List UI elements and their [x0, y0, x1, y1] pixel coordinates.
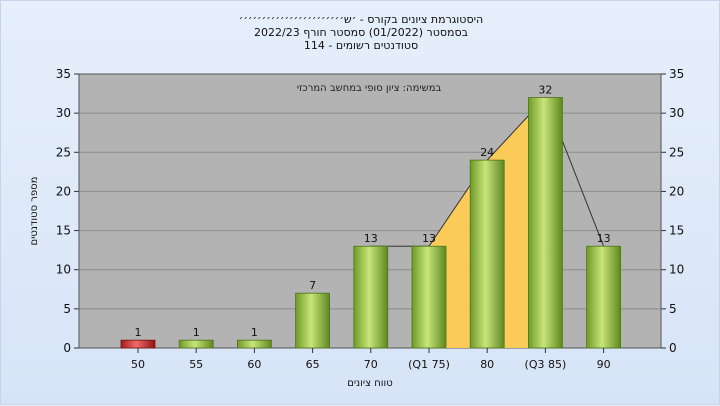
y-tick-label-right: 0 [669, 341, 677, 355]
x-tick-label: 50 [131, 358, 145, 371]
bar-value-label: 7 [309, 279, 316, 292]
bar-65 [295, 292, 331, 349]
y-tick-label-right: 10 [669, 263, 684, 277]
bar-Q175 [411, 245, 447, 349]
bar-70 [353, 245, 389, 349]
bars-group [120, 97, 621, 349]
bar-value-labels: 1 1 1 7 13 13 24 32 13 [135, 83, 611, 339]
x-tick-label: 90 [597, 358, 611, 371]
y-tick-label-left: 15 [56, 224, 71, 238]
x-tick-label: (Q1 75) [408, 358, 450, 371]
bar-60 [236, 339, 272, 349]
y-tick-label-right: 20 [669, 184, 684, 198]
bar-value-label: 1 [251, 326, 258, 339]
y-tick-label-right: 25 [669, 145, 684, 159]
y-tick-label-right: 35 [669, 67, 684, 81]
y-tick-label-right: 15 [669, 224, 684, 238]
bar-value-label: 32 [538, 83, 552, 96]
y-axis-left: 0 5 10 15 20 25 30 35 [56, 67, 79, 355]
bar-value-label: 24 [480, 146, 494, 159]
x-tick-label: 80 [480, 358, 494, 371]
chart-subtitle: בסמסטר (01/2022) סמסטר חורף 2022/23 [254, 26, 468, 39]
x-tick-label: (Q3 85) [525, 358, 567, 371]
y-tick-label-left: 20 [56, 184, 71, 198]
bar-value-label: 1 [135, 326, 142, 339]
y-tick-label-left: 30 [56, 106, 71, 120]
y-tick-label-right: 5 [669, 302, 677, 316]
y-tick-label-left: 25 [56, 145, 71, 159]
x-axis-ticks: 50 55 60 65 70 (Q1 75) 80 (Q3 85) 90 [131, 348, 611, 371]
x-tick-label: 65 [306, 358, 320, 371]
y-tick-label-left: 0 [63, 341, 71, 355]
bar-50 [120, 339, 156, 349]
bar-55 [178, 339, 214, 349]
y-tick-label-left: 5 [63, 302, 71, 316]
x-axis-label: טווח ציונים [347, 378, 392, 389]
bar-Q385 [528, 97, 563, 349]
y-tick-label-left: 10 [56, 263, 71, 277]
x-tick-label: 55 [189, 358, 203, 371]
annotation-label: במשימה: ציון סופי במחשב המרכזי [297, 83, 442, 94]
bar-value-label: 13 [422, 232, 436, 245]
bar-value-label: 13 [597, 232, 611, 245]
chart-title: היסטוגרמת ציונים בקורס - ׳ש׳׳׳׳׳׳׳׳׳׳׳׳׳… [238, 13, 484, 26]
y-axis-right: 0 5 10 15 20 25 30 35 [661, 67, 684, 355]
chart-enrollment: סטודנטים רשומים - 114 [303, 39, 419, 52]
bar-90 [586, 245, 621, 349]
y-tick-label-left: 35 [56, 67, 71, 81]
bar-80 [469, 159, 505, 349]
y-axis-label: מספר סטודנטים [29, 177, 40, 246]
bar-value-label: 13 [364, 232, 378, 245]
bar-value-label: 1 [193, 326, 200, 339]
x-tick-label: 60 [247, 358, 261, 371]
x-tick-label: 70 [364, 358, 378, 371]
y-tick-label-right: 30 [669, 106, 684, 120]
